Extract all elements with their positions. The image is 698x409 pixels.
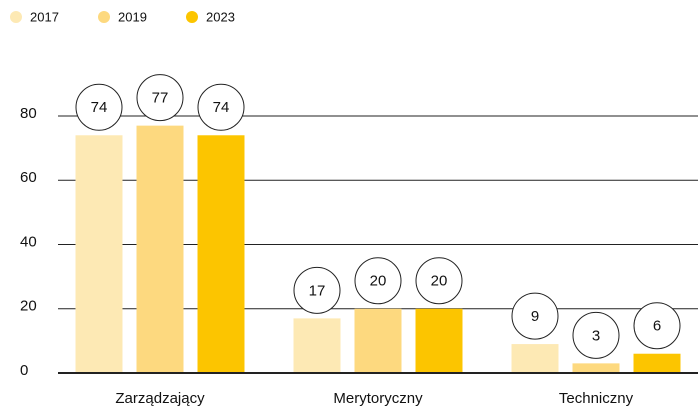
x-tick-label: Merytoryczny — [333, 390, 423, 407]
value-label: 6 — [653, 318, 661, 335]
bar — [75, 135, 123, 373]
value-label: 3 — [592, 327, 600, 344]
y-tick-label: 20 — [20, 298, 37, 315]
legend-label: 2017 — [30, 9, 59, 24]
bar — [511, 344, 559, 373]
value-label-bubble — [511, 292, 559, 340]
value-label-bubble — [633, 302, 681, 350]
bar — [293, 318, 341, 373]
value-label-bubble — [293, 266, 341, 314]
bar — [633, 353, 681, 373]
x-tick-label: Techniczny — [559, 390, 634, 407]
value-label: 17 — [309, 282, 326, 299]
y-tick-label: 80 — [20, 105, 37, 122]
y-tick-label: 40 — [20, 233, 37, 250]
bar — [136, 125, 184, 373]
y-tick-label: 60 — [20, 169, 37, 186]
value-label-bubble — [197, 83, 245, 131]
value-label-bubble — [136, 74, 184, 122]
legend-label: 2023 — [206, 9, 235, 24]
value-label: 77 — [152, 90, 169, 107]
value-label-bubble — [415, 257, 463, 305]
value-label: 74 — [91, 99, 108, 116]
legend-swatch — [10, 11, 22, 23]
bar — [415, 308, 463, 373]
legend-label: 2019 — [118, 9, 147, 24]
bar — [354, 308, 402, 373]
value-label: 20 — [431, 273, 448, 290]
value-label-bubble — [75, 83, 123, 131]
x-tick-label: Zarządzający — [115, 390, 205, 407]
value-label: 9 — [531, 308, 539, 325]
value-label-bubble — [572, 311, 620, 359]
bar — [572, 363, 620, 373]
y-tick-label: 0 — [20, 362, 28, 379]
value-label: 20 — [370, 273, 387, 290]
bar — [197, 135, 245, 373]
legend-swatch — [98, 11, 110, 23]
value-label-bubble — [354, 257, 402, 305]
legend-swatch — [186, 11, 198, 23]
value-label: 74 — [213, 99, 230, 116]
